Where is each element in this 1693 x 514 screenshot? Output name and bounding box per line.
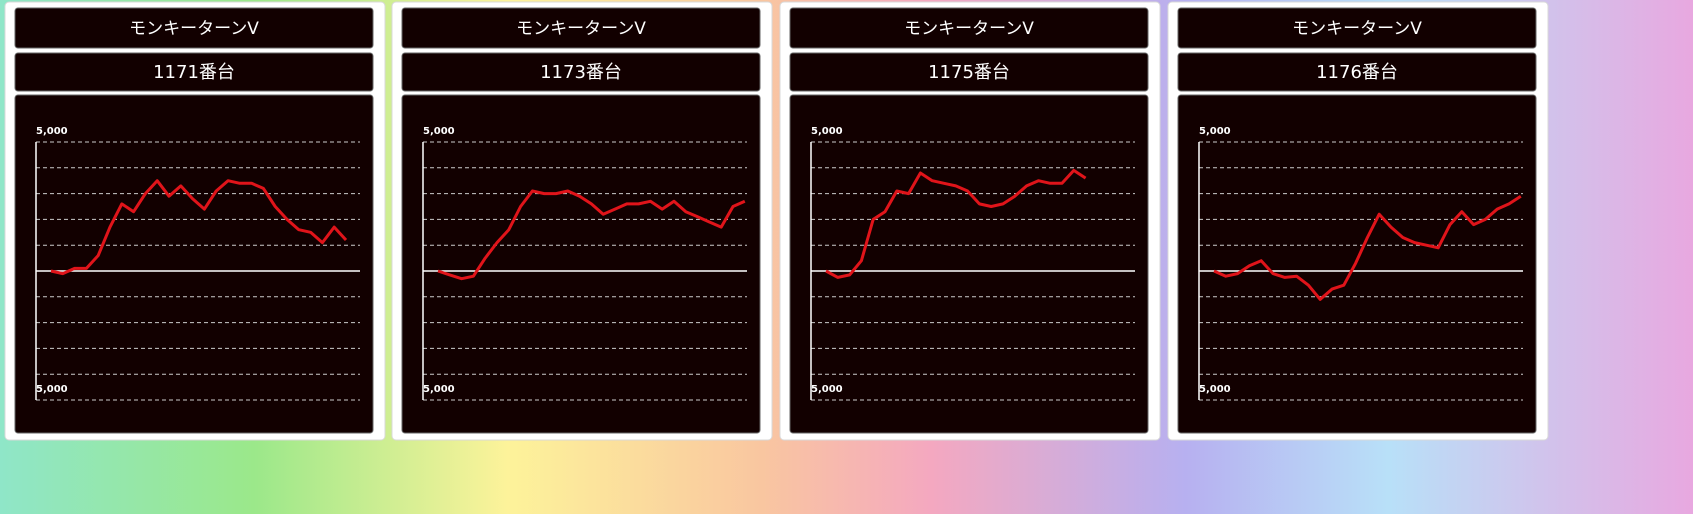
series-line bbox=[825, 168, 1087, 279]
series-line bbox=[437, 189, 746, 281]
y-tick-label: 5,000 bbox=[1199, 384, 1231, 395]
y-tick-label: 5,000 bbox=[36, 384, 68, 395]
machine-name: モンキーターンV bbox=[516, 19, 646, 39]
series-line bbox=[50, 179, 348, 276]
y-tick-label: 5,000 bbox=[423, 126, 455, 137]
y-tick-label: 5,000 bbox=[1199, 126, 1231, 137]
y-tick-label: 5,000 bbox=[811, 126, 843, 137]
y-tick-label: 5,000 bbox=[36, 126, 68, 137]
machine-name: モンキーターンV bbox=[1292, 19, 1422, 39]
machine-header bbox=[14, 7, 374, 49]
y-tick-label: 5,000 bbox=[811, 384, 843, 395]
unit-header bbox=[1177, 52, 1537, 92]
machine-header bbox=[1177, 7, 1537, 49]
unit-header bbox=[401, 52, 761, 92]
machine-name: モンキーターンV bbox=[129, 19, 259, 39]
unit-number: 1171番台 bbox=[153, 62, 235, 83]
machine-name: モンキーターンV bbox=[904, 19, 1034, 39]
chart-area bbox=[1177, 94, 1537, 434]
unit-header bbox=[789, 52, 1149, 92]
unit-number: 1173番台 bbox=[540, 62, 622, 83]
machine-header bbox=[401, 7, 761, 49]
machine-header bbox=[789, 7, 1149, 49]
y-tick-label: 5,000 bbox=[423, 384, 455, 395]
chart-area bbox=[789, 94, 1149, 434]
unit-number: 1176番台 bbox=[1316, 62, 1398, 83]
chart-area bbox=[14, 94, 374, 434]
chart-area bbox=[401, 94, 761, 434]
unit-number: 1175番台 bbox=[928, 62, 1010, 83]
unit-header bbox=[14, 52, 374, 92]
series-line bbox=[1213, 194, 1522, 301]
